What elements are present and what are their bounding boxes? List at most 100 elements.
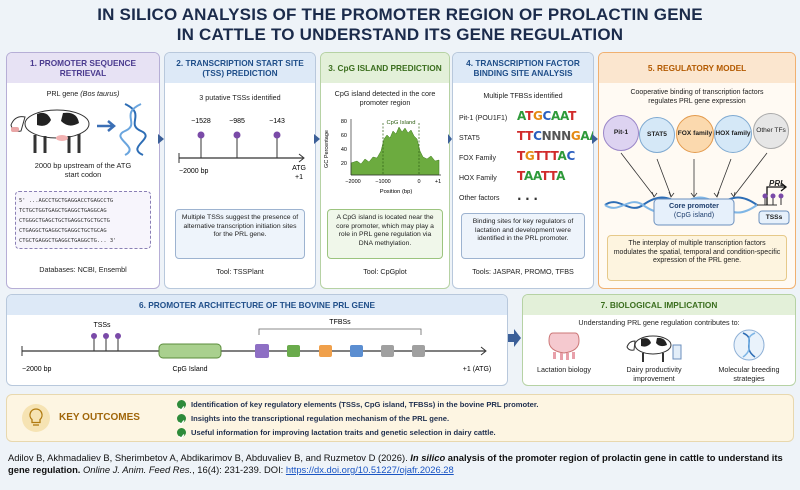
title-line: IN SILICO ANALYSIS OF THE PROMOTER REGIO… [97, 5, 703, 24]
motif-letter: A [557, 149, 567, 163]
gene-line: PRL gene (Bos taurus) [7, 89, 159, 98]
gene: PRL gene [46, 89, 79, 98]
note: A CpG island is located near the core pr… [327, 209, 443, 259]
implication-icons [548, 329, 765, 362]
factor-name: Pit-1 (POU1F1) [459, 115, 508, 122]
panel-step2: 2. TRANSCRIPTION START SITE (TSS) PREDIC… [164, 52, 316, 289]
factor-name: HOX Family [459, 175, 497, 182]
tf-circle: STAT5 [639, 117, 675, 153]
motif-letter: T [549, 169, 557, 183]
motif-letter: T [534, 149, 543, 163]
panel-heading: 6. PROMOTER ARCHITECTURE OF THE BOVINE P… [7, 295, 507, 315]
motif-letter: C [566, 149, 576, 163]
panel-step1: 1. PROMOTER SEQUENCE RETRIEVAL PRL gene … [6, 52, 160, 289]
island-label: CpG Island [387, 120, 416, 126]
motif-letter: T [525, 109, 533, 123]
tss-label: TSSs [93, 322, 111, 329]
implication-item: Molecular breeding strategies [718, 365, 780, 383]
check-mark [178, 434, 185, 440]
outcome-item: Useful information for improving lactati… [191, 428, 496, 437]
cpg-plot: GC Percentage 80 60 40 20 CpG Island −20… [324, 117, 441, 195]
motif-letter: A [560, 109, 569, 123]
x-tick-label: −2000 [345, 179, 360, 185]
citation-title: analysis of the promoter region of prola… [8, 452, 783, 475]
summary: Multiple TFBSs identified [483, 91, 563, 100]
cpg-label: CpG Island [172, 366, 207, 373]
motif-letter: A [551, 109, 561, 123]
sequence-line: 5' ...AGCCTGCTGAGGACCTGAGCCTG [19, 198, 114, 204]
tool: Tool: TSSPlant [216, 267, 264, 276]
motif-letter: T [517, 169, 524, 183]
motif-letter: T [568, 109, 576, 123]
motif-letter: N [551, 129, 562, 143]
bulb-icon [22, 404, 50, 432]
factor-name: Other factors [459, 195, 500, 202]
motif-letter: N [541, 129, 552, 143]
citation-journal: Online J. Anim. Feed Res. [80, 464, 193, 475]
check-icon [177, 428, 186, 440]
panel-heading: 7. BIOLOGICAL IMPLICATION [523, 295, 795, 315]
motif-letter: . [517, 189, 522, 203]
panel-step7: 7. BIOLOGICAL IMPLICATION Understanding … [522, 294, 796, 386]
note: Binding sites for key regulators of lact… [461, 213, 585, 259]
tss-label: −143 [269, 118, 285, 125]
core-promoter: Core promoter [669, 201, 719, 210]
motif: TAATTA [517, 169, 565, 183]
sequence-line: TCTGCTGGTGAGCTGAGGCTGAGGCAG [19, 208, 107, 214]
tss-label: TSSs [765, 214, 783, 221]
motif-letter: A [517, 109, 526, 123]
summary: Understanding PRL gene regulation contri… [578, 318, 740, 327]
tf-circle: FOX family [676, 115, 714, 153]
tss-diagram: −1528 −985 −143 −2000 bp ATG +1 [178, 118, 306, 181]
citation-doi[interactable]: https://dx.doi.org/10.51227/ojafr.2026.2… [285, 464, 454, 475]
y-tick-label: 20 [341, 161, 347, 167]
tf-circle: HOX family [714, 115, 752, 153]
motif-letter: T [525, 129, 534, 143]
motif: ATGCAAT [517, 109, 576, 123]
motif-letter: T [550, 149, 558, 163]
title-line: IN CATTLE TO UNDERSTAND ITS GENE REGULAT… [176, 25, 624, 44]
y-tick-label: 60 [341, 133, 347, 139]
species: (Bos taurus) [80, 89, 120, 98]
motif-letter: G [524, 149, 535, 163]
summary: CpG island detected in the core promoter… [334, 89, 436, 107]
end-label: +1 (ATG) [463, 366, 491, 373]
promoter-architecture: TSSs TFBSs −2000 bp CpG Island +1 (ATG) [21, 319, 491, 373]
motif-letter: T [517, 129, 526, 143]
check-icon [177, 400, 186, 412]
motif: TTCNNNGAA [517, 129, 593, 143]
outcomes-heading: KEY OUTCOMES [59, 412, 140, 423]
description: 2000 bp upstream of the ATG start codon [34, 161, 132, 179]
implication-item: Lactation biology [537, 365, 591, 374]
sequence-line: CTGCTGAGGCTGAGGCTGAGGCTG... 3' [19, 238, 117, 244]
gene-label: PRL [769, 179, 785, 188]
panel-heading: 1. PROMOTER SEQUENCE RETRIEVAL [7, 53, 159, 83]
motif-letter: . [525, 189, 530, 203]
outcomes-box: KEY OUTCOMES Identification of key regul… [6, 394, 794, 442]
panel-heading: 2. TRANSCRIPTION START SITE (TSS) PREDIC… [165, 53, 315, 83]
motif-letter: A [532, 169, 542, 183]
motif-letter: G [532, 109, 543, 123]
regulatory-diagram [604, 152, 790, 226]
y-tick-label: 80 [341, 119, 347, 125]
tools: Tools: JASPAR, PROMO, TFBS [472, 267, 574, 276]
outcome-item: Identification of key regulatory element… [191, 400, 539, 409]
motif-letter: A [523, 169, 533, 183]
motif-letter: C [533, 129, 542, 143]
x-axis-label: Position (bp) [380, 189, 413, 195]
tfbs-label: TFBSs [329, 319, 351, 326]
tf-circle: Other TFs [753, 113, 789, 149]
motif: TGTTTAC [517, 149, 575, 163]
sequence-line: CTGGGCTGAGCTGCTGAGGCTGCTGCTG [19, 218, 110, 224]
tool: Tool: CpGplot [363, 267, 407, 276]
sequence-box: 5' ...AGCCTGCTGAGGACCTGAGCCTG TCTGCTGGTG… [15, 191, 151, 249]
panel-heading: 5. REGULATORY MODEL [599, 53, 795, 83]
citation-authors: Adilov B, Akhmadaliev B, Sherimbetov A, … [8, 452, 411, 463]
motif-letter: A [580, 129, 590, 143]
panel-heading: 3. CpG ISLAND PREDICTION [321, 53, 449, 83]
x-tick-label: +1 [435, 179, 441, 185]
factor-name: STAT5 [459, 135, 480, 142]
databases: Databases: NCBI, Ensembl [39, 265, 127, 274]
tss-label: −1528 [191, 118, 211, 125]
